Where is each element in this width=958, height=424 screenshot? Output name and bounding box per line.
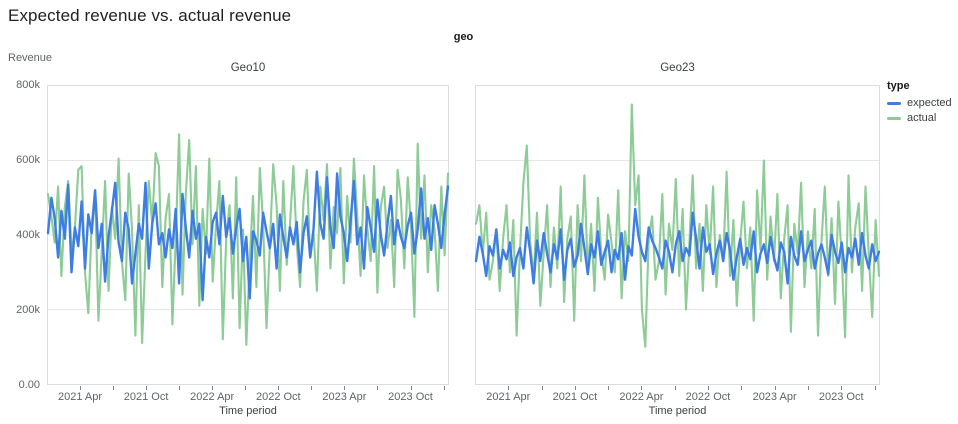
- y-tick-label: 0.00: [18, 379, 40, 391]
- x-tick-mark: [574, 386, 576, 390]
- x-tick-mark: [841, 386, 843, 390]
- x-tick-mark: [377, 386, 379, 390]
- x-tick-label: 2023 Apr: [752, 391, 797, 403]
- x-tick-mark: [774, 386, 776, 390]
- legend-item-label: expected: [907, 97, 952, 109]
- x-tick-label: 2021 Apr: [486, 391, 531, 403]
- x-tick-mark: [741, 386, 743, 390]
- legend-item-expected[interactable]: expected: [887, 97, 952, 109]
- x-tick-mark: [80, 386, 81, 390]
- x-tick-mark: [179, 386, 181, 390]
- x-tick-label: 2022 Apr: [190, 391, 235, 403]
- chart-panel-geo23[interactable]: [474, 85, 881, 385]
- legend-item-actual[interactable]: actual: [887, 112, 952, 124]
- x-tick-mark: [311, 386, 313, 390]
- x-axis-geo10: Time period 2021 Apr 2021 Oct 2022 Apr 2022…: [47, 385, 449, 421]
- y-tick-label: 200k: [16, 304, 40, 316]
- x-tick-mark: [541, 386, 543, 390]
- x-tick-mark: [212, 386, 214, 390]
- line-chart-geo23[interactable]: [474, 86, 881, 384]
- actual-line-swatch: [887, 116, 901, 120]
- facet-header-geo: geo: [453, 31, 474, 43]
- x-tick-mark: [874, 386, 876, 390]
- x-tick-mark: [443, 386, 445, 390]
- x-tick-label: 2022 Apr: [619, 391, 664, 403]
- x-axis-title: Time period: [219, 405, 277, 417]
- x-tick-mark: [708, 386, 709, 390]
- x-tick-label: 2023 Apr: [322, 391, 367, 403]
- y-tick-label: 600k: [16, 154, 40, 166]
- x-tick-mark: [245, 386, 247, 390]
- page-title: Expected revenue vs. actual revenue: [8, 6, 292, 25]
- legend-title: type: [887, 80, 910, 92]
- legend-item-label: actual: [907, 112, 937, 124]
- y-tick-label: 800k: [16, 79, 40, 91]
- line-chart-geo10[interactable]: [46, 86, 450, 384]
- x-tick-mark: [807, 386, 809, 390]
- expected-line-swatch: [887, 101, 901, 105]
- x-tick-mark: [674, 386, 676, 390]
- x-tick-mark: [508, 386, 510, 390]
- x-tick-mark: [113, 386, 115, 390]
- x-tick-mark: [641, 386, 643, 390]
- x-tick-mark: [608, 386, 610, 390]
- chart-panel-geo10[interactable]: [46, 85, 450, 385]
- x-tick-label: 2021 Apr: [57, 391, 103, 403]
- x-tick-label: 2023 Oct: [388, 391, 433, 403]
- x-tick-mark: [146, 386, 148, 390]
- y-axis-title: Revenue: [8, 52, 53, 64]
- x-tick-label: 2023 Oct: [818, 391, 864, 403]
- x-tick-mark: [410, 386, 412, 390]
- x-tick-label: 2021 Oct: [123, 391, 169, 403]
- legend: type expected actual: [887, 80, 952, 124]
- x-tick-label: 2022 Oct: [255, 391, 301, 403]
- x-axis-geo23: Time period 2021 Apr 2021 Oct 2022 Apr 2022…: [475, 385, 880, 421]
- y-tick-label: 400k: [16, 229, 40, 241]
- x-tick-label: 2021 Oct: [552, 391, 598, 403]
- x-tick-mark: [344, 386, 346, 390]
- facet-title-geo23: Geo23: [660, 62, 695, 74]
- x-axis-title: Time period: [648, 405, 707, 417]
- facet-title-geo10: Geo10: [230, 62, 266, 74]
- x-tick-mark: [278, 386, 280, 390]
- x-tick-label: 2022 Oct: [685, 391, 731, 403]
